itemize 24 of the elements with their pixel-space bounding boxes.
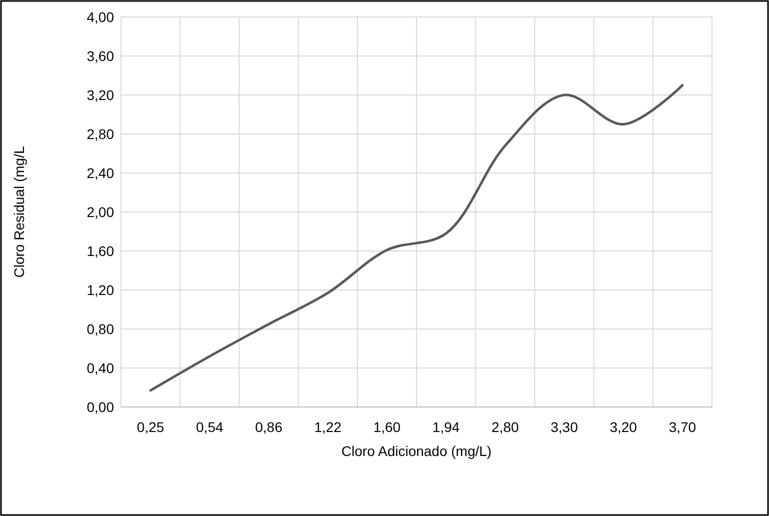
x-tick-label: 1,60: [373, 419, 401, 435]
y-tick-label: 4,00: [86, 8, 114, 25]
y-tick-label: 2,40: [86, 164, 114, 181]
x-tick-label: 2,80: [492, 419, 519, 435]
y-tick-label: 1,60: [86, 242, 114, 259]
x-tick-label: 0,25: [136, 419, 164, 435]
y-tick-label: 3,60: [86, 48, 114, 64]
x-tick-label: 3,30: [550, 419, 578, 435]
line-series: [149, 84, 684, 392]
x-tick-label: 1,94: [432, 419, 460, 435]
y-tick-label: 2,00: [86, 204, 114, 220]
y-tick-label: 0,80: [86, 320, 114, 337]
y-tick-label: 0,00: [86, 398, 114, 415]
x-axis-title: Cloro Adicionado (mg/L): [341, 443, 492, 459]
x-tick-label: 3,70: [668, 419, 696, 435]
x-tick-label: 0,86: [255, 419, 283, 435]
y-tick-label: 0,40: [86, 360, 114, 376]
x-tick-label: 1,22: [314, 419, 342, 435]
y-tick-label: 3,20: [86, 86, 114, 103]
x-tick-label: 0,54: [196, 419, 224, 435]
y-tick-label: 1,20: [86, 282, 114, 298]
x-tick-label: 3,20: [610, 419, 638, 435]
y-tick-label: 2,80: [86, 126, 114, 142]
y-axis-title: Cloro Residual (mg/L: [11, 146, 27, 278]
